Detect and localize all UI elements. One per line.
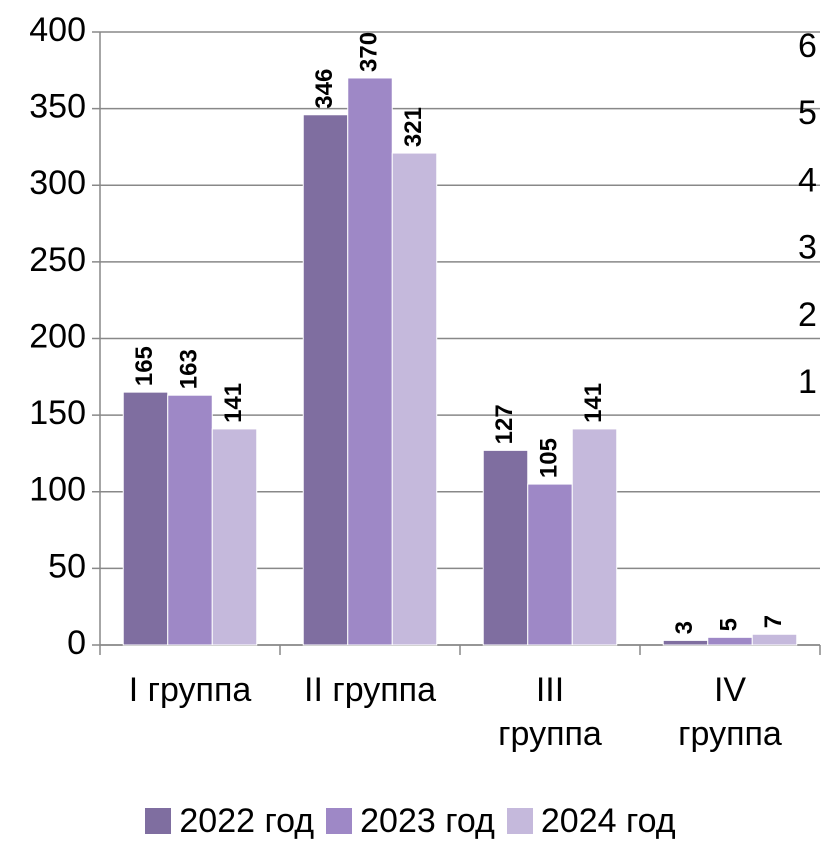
y2-tick-label: 3 (798, 229, 817, 267)
value-label: 127 (491, 404, 518, 444)
y-tick-label: 300 (29, 164, 86, 202)
value-label: 370 (355, 32, 382, 72)
value-label: 7 (760, 615, 787, 628)
bar (347, 77, 393, 646)
legend-label: 2024 год (540, 802, 676, 840)
value-label: 141 (580, 383, 607, 423)
bar (527, 483, 573, 646)
bar (482, 449, 529, 646)
legend-item: 2023 год (326, 802, 495, 841)
legend-swatch (506, 808, 533, 834)
bar (167, 394, 213, 646)
y-tick-label: 400 (29, 11, 86, 49)
value-label: 321 (400, 107, 427, 147)
value-label: 3 (671, 621, 698, 634)
y2-tick-label: 2 (798, 296, 817, 334)
value-label: 165 (131, 346, 158, 386)
chart: 0 50 100 150 200 250 300 350 400 1 2 3 4 5 6 165 163 141 3… (29, 11, 821, 662)
bar (122, 391, 169, 646)
legend-label: 2023 год (360, 802, 495, 840)
legend-label: 2022 год (179, 802, 315, 840)
y2-tick-label: 5 (798, 94, 817, 132)
value-label: 346 (311, 69, 338, 109)
x-tick-label: I группа (128, 671, 252, 709)
y-tick-label: 150 (29, 394, 86, 432)
y-tick-label: 50 (48, 547, 86, 585)
bar (211, 428, 258, 646)
bar (707, 636, 753, 646)
value-label: 105 (535, 438, 562, 478)
bar (751, 633, 798, 646)
value-label: 141 (220, 383, 247, 423)
y2-tick-label: 6 (798, 27, 817, 65)
bar (662, 639, 709, 646)
y-tick-label: 100 (29, 471, 86, 509)
y2-tick-label: 1 (798, 363, 817, 401)
bar (571, 428, 618, 646)
legend-swatch (145, 808, 172, 834)
y-tick-label: 0 (67, 624, 86, 662)
x-tick-label: II группа (304, 671, 436, 709)
x-tick-label: III группа (498, 671, 602, 753)
y-tick-label: 200 (29, 317, 86, 355)
bar (391, 152, 438, 646)
y-tick-label: 250 (29, 241, 86, 279)
legend: 2022 год 2023 год 2024 год (0, 802, 821, 841)
y2-tick-label: 4 (798, 161, 817, 199)
x-tick-label: IV группа (678, 671, 782, 753)
legend-item: 2024 год (506, 802, 676, 841)
value-label: 5 (715, 618, 742, 631)
legend-swatch (326, 808, 353, 834)
y-tick-label: 350 (29, 88, 86, 126)
value-label: 163 (175, 349, 202, 389)
bar (302, 114, 349, 646)
legend-item: 2022 год (145, 802, 314, 841)
